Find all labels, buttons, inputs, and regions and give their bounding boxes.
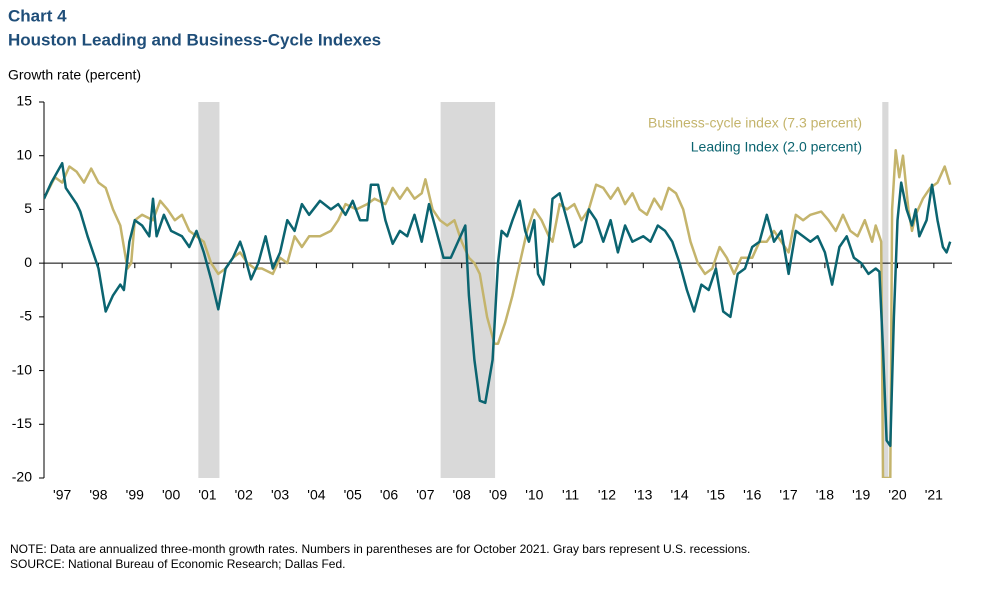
x-tick-label: '11 [562,487,579,503]
x-tick-label: '15 [707,487,725,503]
x-tick-label: '13 [634,487,652,503]
note: NOTE: Data are annualized three-month gr… [10,542,750,556]
x-tick-label: '98 [89,487,107,503]
x-tick-label: '20 [888,487,906,503]
x-tick-label: '21 [925,487,943,503]
x-tick-label: '18 [816,487,834,503]
y-tick-label: 10 [16,146,32,162]
x-tick-label: '03 [271,487,289,503]
x-tick-label: '07 [416,487,434,503]
series-line [44,161,952,448]
x-tick-label: '06 [380,487,398,503]
series-line [44,149,952,478]
plot-area [44,149,952,478]
x-tick-label: '00 [162,487,180,503]
x-tick-label: '04 [307,487,325,503]
y-tick-label: -15 [12,415,32,431]
y-tick-label: -20 [12,469,32,485]
recession-bar [882,102,889,478]
x-tick-label: '05 [344,487,362,503]
recession-bar [198,102,220,478]
chart-subtitle: Houston Leading and Business-Cycle Index… [8,30,381,49]
x-tick-label: '99 [126,487,144,503]
y-axis-label: Growth rate (percent) [8,67,141,83]
y-tick-label: 0 [24,254,32,270]
x-tick-label: '02 [235,487,253,503]
legend-entry: Business-cycle index (7.3 percent) [648,115,862,131]
x-tick-label: '01 [198,487,216,503]
x-tick-label: '17 [779,487,797,503]
x-tick-label: '14 [670,487,688,503]
source: SOURCE: National Bureau of Economic Rese… [10,557,345,571]
x-tick-label: '16 [743,487,761,503]
x-tick-label: '97 [53,487,71,503]
chart-title: Chart 4 [8,6,67,25]
x-tick-label: '19 [852,487,870,503]
x-tick-label: '12 [598,487,616,503]
y-tick-label: 5 [24,200,32,216]
y-tick-label: -5 [20,308,33,324]
y-tick-label: 15 [16,93,32,109]
x-tick-label: '10 [525,487,543,503]
x-tick-label: '09 [489,487,507,503]
y-tick-label: -10 [12,361,32,377]
legend-entry: Leading Index (2.0 percent) [691,139,862,155]
x-tick-label: '08 [453,487,471,503]
